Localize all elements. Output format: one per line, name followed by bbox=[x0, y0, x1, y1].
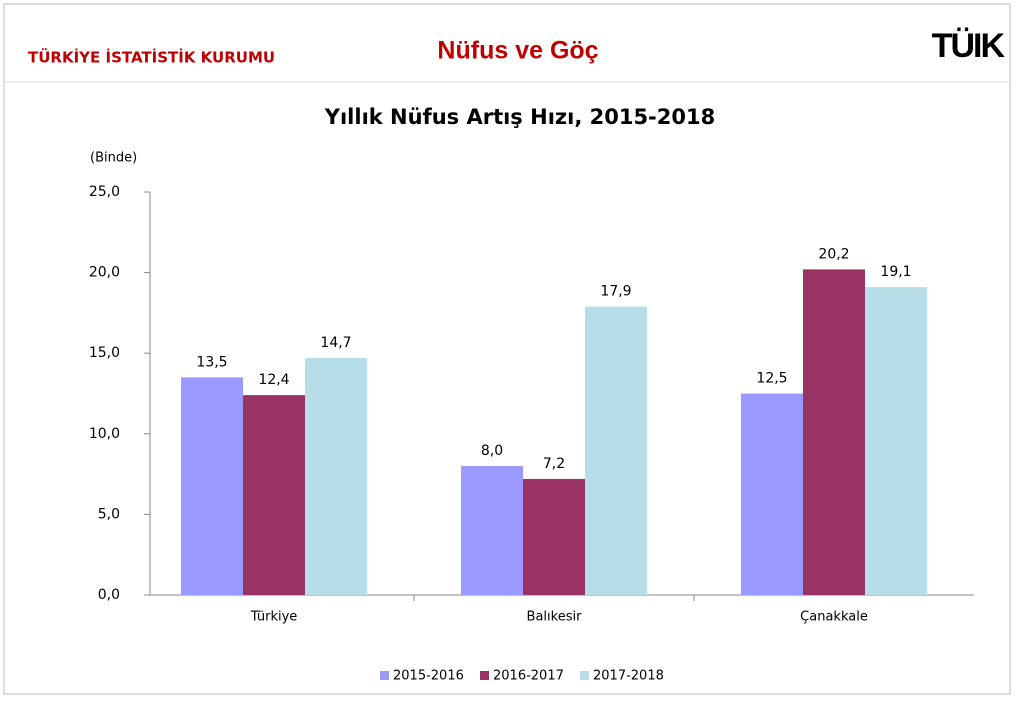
legend-swatch bbox=[380, 671, 389, 680]
legend-swatch bbox=[580, 671, 589, 680]
y-tick-label: 20,0 bbox=[89, 265, 120, 281]
bar bbox=[243, 395, 305, 595]
chart-title: Yıllık Nüfus Artış Hızı, 2015-2018 bbox=[324, 105, 715, 129]
legend-label: 2016-2017 bbox=[493, 669, 564, 684]
legend-label: 2015-2016 bbox=[393, 669, 464, 684]
bar bbox=[803, 269, 865, 595]
value-label: 12,5 bbox=[756, 371, 787, 387]
legend-label: 2017-2018 bbox=[593, 669, 664, 684]
x-tick-label: Balıkesir bbox=[527, 610, 583, 625]
value-label: 14,7 bbox=[320, 335, 351, 351]
bar bbox=[585, 306, 647, 595]
value-label: 12,4 bbox=[258, 372, 289, 388]
bar bbox=[865, 287, 927, 595]
value-label: 7,2 bbox=[543, 456, 565, 472]
y-tick-label: 10,0 bbox=[89, 426, 120, 442]
value-label: 19,1 bbox=[880, 264, 911, 280]
x-tick-label: Türkiye bbox=[250, 610, 298, 625]
legend-swatch bbox=[480, 671, 489, 680]
bar bbox=[741, 393, 803, 595]
x-tick-label: Çanakkale bbox=[800, 610, 868, 625]
bar bbox=[461, 466, 523, 595]
value-label: 17,9 bbox=[600, 283, 631, 299]
y-tick-label: 5,0 bbox=[98, 506, 120, 522]
section-title: Nüfus ve Göç bbox=[437, 37, 598, 65]
organization: TÜRKİYE İSTATİSTİK KURUMU bbox=[28, 48, 275, 67]
bar bbox=[181, 377, 243, 595]
logo: TÜIK bbox=[932, 27, 1006, 65]
bar bbox=[523, 478, 585, 595]
value-label: 20,2 bbox=[818, 246, 849, 262]
y-tick-label: 25,0 bbox=[89, 184, 120, 200]
y-unit: (Binde) bbox=[90, 151, 137, 166]
value-label: 8,0 bbox=[481, 443, 503, 459]
y-tick-label: 15,0 bbox=[89, 345, 120, 361]
value-label: 13,5 bbox=[196, 354, 227, 370]
y-tick-label: 0,0 bbox=[98, 587, 120, 603]
bar bbox=[305, 358, 367, 595]
